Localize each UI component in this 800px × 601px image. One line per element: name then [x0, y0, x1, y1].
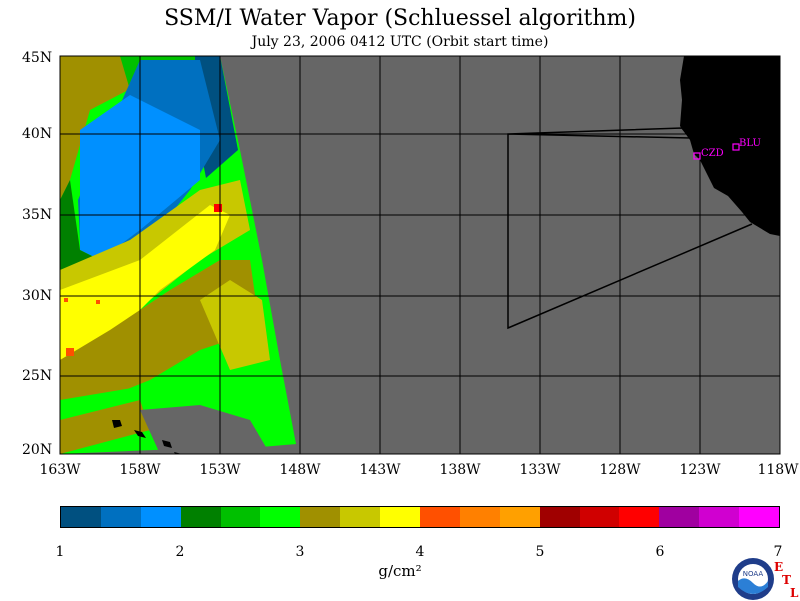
lat-label-25n: 25N — [22, 368, 53, 384]
lon-label-118w: 118W — [757, 462, 799, 478]
colorbar-segment — [539, 507, 580, 527]
colorbar — [60, 506, 780, 528]
lon-label-143w: 143W — [359, 462, 401, 478]
lat-label-35n: 35N — [22, 207, 53, 223]
lon-label-128w: 128W — [599, 462, 641, 478]
land-hawaii — [112, 420, 122, 428]
colorbar-segment — [140, 507, 181, 527]
colorbar-segment — [619, 507, 660, 527]
colorbar-segment — [340, 507, 381, 527]
station-label-blu: BLU — [739, 138, 761, 149]
lon-label-133w: 133W — [519, 462, 561, 478]
colorbar-segment — [100, 507, 141, 527]
colorbar-segment — [420, 507, 460, 527]
colorbar-tick-7: 7 — [773, 544, 783, 560]
colorbar-tick-6: 6 — [655, 544, 665, 560]
etl-letter-t: T — [782, 573, 791, 587]
lon-label-163w: 163W — [39, 462, 81, 478]
map-title: SSM/I Water Vapor (Schluessel algorithm) — [164, 6, 636, 31]
colorbar-segment — [499, 507, 540, 527]
study-area-outline — [507, 127, 753, 330]
colorbar-segment — [260, 507, 301, 527]
colorbar-segment — [61, 507, 101, 527]
colorbar-segment — [739, 507, 780, 527]
station-label-czd: CZD — [701, 148, 724, 159]
colorbar-segment — [300, 507, 341, 527]
noaa-logo-icon: NOAA — [732, 558, 774, 600]
colorbar-tick-2: 2 — [175, 544, 185, 560]
lon-label-148w: 148W — [279, 462, 321, 478]
colorbar-unit: g/cm² — [378, 562, 422, 580]
lon-label-123w: 123W — [679, 462, 721, 478]
lat-label-30n: 30N — [22, 288, 53, 304]
colorbar-segment — [459, 507, 500, 527]
lat-label-40n: 40N — [22, 126, 53, 142]
colorbar-segment — [180, 507, 221, 527]
svg-text:NOAA: NOAA — [743, 570, 764, 578]
colorbar-segment — [659, 507, 700, 527]
colorbar-segment — [699, 507, 740, 527]
colorbar-segment — [380, 507, 421, 527]
graticule — [60, 56, 780, 454]
station-marker-czd — [693, 152, 701, 160]
lon-label-153w: 153W — [199, 462, 241, 478]
land-north-america — [680, 56, 780, 236]
etl-letter-l: L — [790, 586, 799, 600]
lat-label-45n: 45N — [22, 50, 53, 66]
colorbar-tick-4: 4 — [415, 544, 425, 560]
map-subtitle: July 23, 2006 0412 UTC (Orbit start time… — [251, 34, 549, 50]
colorbar-tick-5: 5 — [535, 544, 545, 560]
colorbar-tick-3: 3 — [295, 544, 305, 560]
colorbar-segment — [220, 507, 261, 527]
colorbar-tick-1: 1 — [55, 544, 65, 560]
station-marker-blu — [732, 143, 740, 151]
lat-label-20n: 20N — [22, 442, 53, 458]
water-vapor-swath — [60, 56, 296, 454]
colorbar-segment — [579, 507, 620, 527]
etl-letter-e: E — [774, 560, 784, 574]
lon-label-158w: 158W — [119, 462, 161, 478]
lon-label-138w: 138W — [439, 462, 481, 478]
